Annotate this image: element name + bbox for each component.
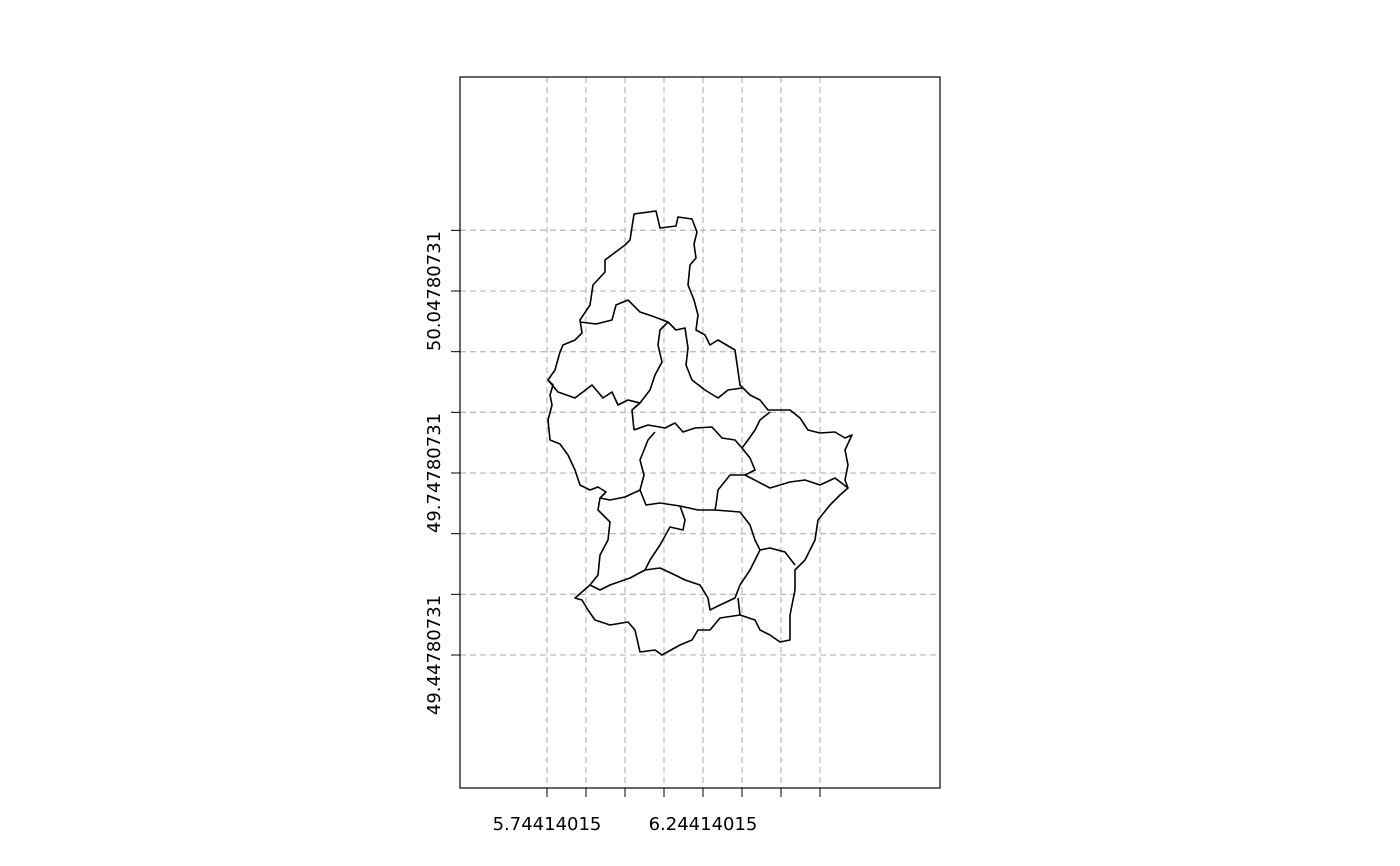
country-outline — [547, 210, 853, 656]
y-tick-label: 49.44780731 — [424, 595, 445, 715]
canton-border — [547, 379, 641, 406]
canton-border — [644, 547, 796, 616]
canton-border — [667, 321, 743, 399]
canton-border — [714, 447, 761, 551]
canton-border — [633, 411, 771, 449]
canton-border — [579, 299, 669, 431]
x-tick-label: 6.24414015 — [649, 814, 758, 835]
y-tick-label: 50.04780731 — [424, 231, 445, 351]
canton-border — [599, 431, 715, 511]
y-tick-label: 49.74780731 — [424, 413, 445, 533]
canton-border — [744, 474, 849, 489]
x-tick-label: 5.74414015 — [493, 814, 602, 835]
canton-border — [589, 505, 686, 591]
cantons — [547, 210, 853, 656]
plot-frame — [459, 76, 941, 789]
